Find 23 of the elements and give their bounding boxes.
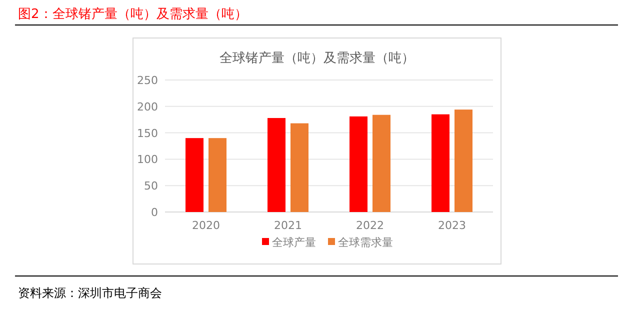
x-tick-label: 2023 bbox=[438, 219, 466, 232]
chart-title: 图2：全球锗产量（吨）及需求量（吨） bbox=[18, 7, 248, 22]
text: 资料来源：深圳市电子商会 bbox=[18, 286, 162, 300]
x-tick-label: 2020 bbox=[192, 219, 220, 232]
y-tick-label: 150 bbox=[137, 126, 158, 140]
y-tick-label: 250 bbox=[137, 74, 158, 87]
bar bbox=[208, 138, 226, 212]
chart-subtitle: 全球锗产量（吨）及需求量（吨） bbox=[220, 51, 414, 66]
x-tick-label: 2022 bbox=[356, 219, 384, 232]
bar bbox=[350, 116, 368, 212]
legend-label: 全球产量 bbox=[272, 236, 316, 249]
y-tick-label: 100 bbox=[137, 153, 158, 166]
x-tick-label: 2021 bbox=[274, 219, 302, 232]
y-tick-label: 0 bbox=[151, 206, 158, 219]
bar bbox=[432, 114, 450, 212]
y-tick-label: 50 bbox=[144, 180, 158, 193]
bar bbox=[454, 110, 472, 212]
bar bbox=[290, 123, 308, 212]
bar bbox=[268, 118, 286, 212]
y-tick-label: 200 bbox=[137, 100, 158, 114]
bar bbox=[372, 114, 390, 212]
bar bbox=[186, 138, 204, 212]
legend-label: 全球需求量 bbox=[338, 236, 393, 249]
